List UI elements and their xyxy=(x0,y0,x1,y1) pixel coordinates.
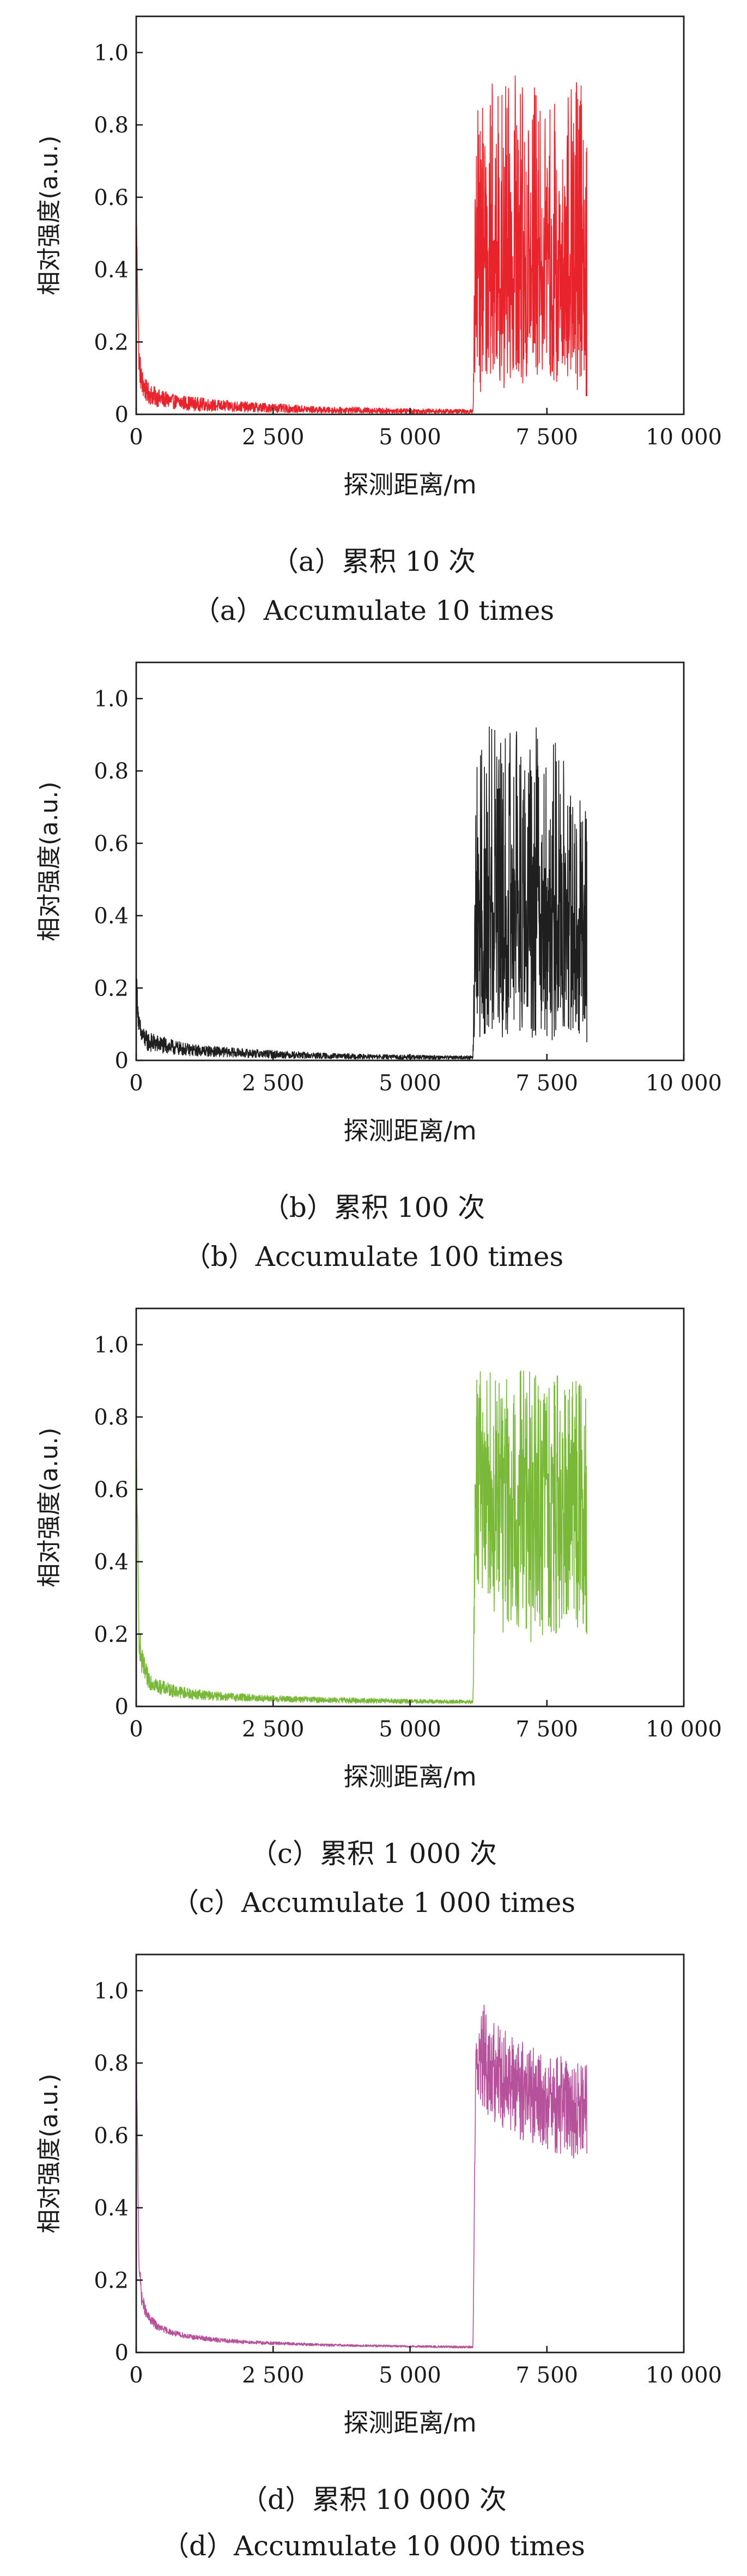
ytick-label-b-1: 0.2 xyxy=(94,976,129,1001)
caption-zh-b: （b）累积 100 次 xyxy=(262,1192,485,1223)
plot-frame-a xyxy=(135,15,685,415)
xtick-label-c-0: 0 xyxy=(129,1717,143,1742)
xaxis-label-c: 探测距离/m xyxy=(343,1762,476,1791)
xtick-label-a-3: 7 500 xyxy=(515,425,578,450)
signal-trace-b xyxy=(136,726,587,1060)
ytick-label-d-5: 1.0 xyxy=(94,1978,129,2004)
ytick-label-a-0: 0 xyxy=(115,402,129,427)
chart-panel-d: 0 0.2 0.4 0.6 0.8 1.0 0 2 500 5 000 7 500 10 000 探测… xyxy=(0,1938,747,2576)
caption-en-b: （b）Accumulate 100 times xyxy=(183,1241,564,1272)
xtick-label-a-2: 5 000 xyxy=(379,425,441,450)
ytick-label-c-2: 0.4 xyxy=(94,1550,129,1575)
chart-panel-b: 0 0.2 0.4 0.6 0.8 1.0 0 2 500 5 000 7 500 10 000 探测… xyxy=(0,646,747,1289)
xtick-label-d-4: 10 000 xyxy=(646,2363,722,2388)
xtick-label-d-1: 2 500 xyxy=(242,2363,305,2388)
xtick-label-c-2: 5 000 xyxy=(379,1717,441,1742)
xtick-label-b-2: 5 000 xyxy=(379,1071,441,1096)
ytick-label-c-5: 1.0 xyxy=(94,1332,129,1358)
plot-border-c xyxy=(135,1307,685,1708)
xaxis-label-d: 探测距离/m xyxy=(343,2408,476,2438)
xtick-label-d-0: 0 xyxy=(129,2363,143,2388)
chart-a: 0 0.2 0.4 0.6 0.8 1.0 0 2 500 5 000 7 500 10 000 探测… xyxy=(35,15,722,499)
ytick-label-c-0: 0 xyxy=(115,1694,129,1720)
xtick-label-c-1: 2 500 xyxy=(242,1717,305,1742)
ytick-label-d-0: 0 xyxy=(115,2340,129,2366)
xtick-label-c-4: 10 000 xyxy=(646,1717,722,1742)
xtick-label-c-3: 7 500 xyxy=(515,1717,578,1742)
caption-en-a: （a）Accumulate 10 times xyxy=(192,595,555,626)
xtick-label-a-1: 2 500 xyxy=(242,425,305,450)
plot-frame-c xyxy=(135,1307,685,1708)
chart-panel-c: 0 0.2 0.4 0.6 0.8 1.0 0 2 500 5 000 7 500 10 000 探测… xyxy=(0,1292,747,1935)
plot-frame-b xyxy=(135,661,685,1061)
yaxis-label-d: 相对强度(a.u.) xyxy=(35,2073,63,2233)
plot-border-b xyxy=(135,661,685,1061)
yaxis-label-a: 相对强度(a.u.) xyxy=(35,135,63,295)
ytick-label-b-0: 0 xyxy=(115,1048,129,1073)
signal-trace-d xyxy=(136,2004,587,2349)
xtick-label-b-4: 10 000 xyxy=(646,1071,722,1096)
ytick-label-b-5: 1.0 xyxy=(94,686,129,711)
caption-zh-a: （a）累积 10 次 xyxy=(271,546,476,577)
caption-zh-d: （d）累积 10 000 次 xyxy=(240,2484,507,2515)
plot-border-d xyxy=(135,1953,685,2354)
ytick-label-c-3: 0.6 xyxy=(94,1477,129,1503)
ytick-label-d-4: 0.8 xyxy=(94,2051,129,2076)
chart-d: 0 0.2 0.4 0.6 0.8 1.0 0 2 500 5 000 7 500 10 000 探测… xyxy=(35,1953,722,2438)
ytick-label-b-4: 0.8 xyxy=(94,759,129,784)
ytick-label-a-3: 0.6 xyxy=(94,185,129,210)
yaxis-label-c: 相对强度(a.u.) xyxy=(35,1427,63,1587)
ytick-label-a-4: 0.8 xyxy=(94,113,129,138)
plot-border-a xyxy=(135,15,685,415)
xtick-label-b-1: 2 500 xyxy=(242,1071,305,1096)
ytick-label-c-1: 0.2 xyxy=(94,1622,129,1647)
ytick-label-d-3: 0.6 xyxy=(94,2123,129,2149)
xtick-label-a-0: 0 xyxy=(129,425,143,450)
caption-en-c: （c）Accumulate 1 000 times xyxy=(171,1887,576,1919)
chart-b: 0 0.2 0.4 0.6 0.8 1.0 0 2 500 5 000 7 500 10 000 探测… xyxy=(35,661,722,1145)
caption-en-d: （d）Accumulate 10 000 times xyxy=(162,2530,585,2562)
xtick-label-a-4: 10 000 xyxy=(646,425,722,450)
ytick-label-b-2: 0.4 xyxy=(94,904,129,929)
chart-panel-a: 0 0.2 0.4 0.6 0.8 1.0 0 2 500 5 000 7 500 10 000 探测… xyxy=(0,0,747,643)
yaxis-label-b: 相对强度(a.u.) xyxy=(35,781,63,941)
ytick-label-d-1: 0.2 xyxy=(94,2268,129,2293)
xtick-label-b-0: 0 xyxy=(129,1071,143,1096)
ytick-label-a-5: 1.0 xyxy=(94,40,129,65)
plot-frame-d xyxy=(135,1953,685,2354)
xtick-label-b-3: 7 500 xyxy=(515,1071,578,1096)
ytick-label-c-4: 0.8 xyxy=(94,1405,129,1430)
ytick-label-b-3: 0.6 xyxy=(94,831,129,856)
ytick-label-d-2: 0.4 xyxy=(94,2196,129,2221)
signal-trace-c xyxy=(136,1370,587,1704)
signal-trace-a xyxy=(136,75,587,414)
xtick-label-d-2: 5 000 xyxy=(379,2363,441,2388)
chart-c: 0 0.2 0.4 0.6 0.8 1.0 0 2 500 5 000 7 500 10 000 探测… xyxy=(35,1307,722,1791)
caption-zh-c: （c）累积 1 000 次 xyxy=(250,1838,497,1869)
xaxis-label-a: 探测距离/m xyxy=(343,470,476,499)
xtick-label-d-3: 7 500 xyxy=(515,2363,578,2388)
xaxis-label-b: 探测距离/m xyxy=(343,1116,476,1145)
ytick-label-a-1: 0.2 xyxy=(94,330,129,355)
ytick-label-a-2: 0.4 xyxy=(94,258,129,283)
